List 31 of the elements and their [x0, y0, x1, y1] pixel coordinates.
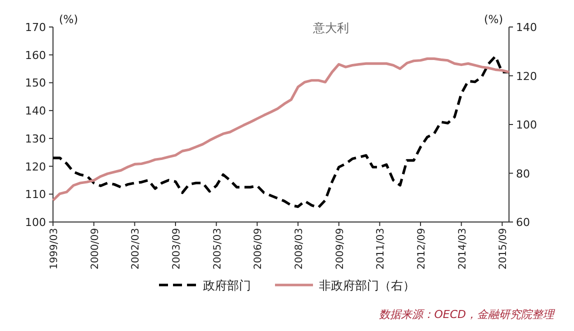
y-tick-label: 120 — [25, 160, 46, 174]
y-tick-label: 170 — [25, 21, 46, 34]
x-tick-label: 2005/03 — [212, 228, 224, 270]
x-tick-label: 2012/09 — [416, 228, 428, 270]
x-tick-label: 2009/09 — [334, 228, 346, 270]
y-tick-label: 160 — [25, 48, 46, 62]
x-tick-label: 2002/03 — [130, 228, 142, 270]
x-tick-label: 2008/03 — [294, 228, 306, 270]
source-note: 数据来源：OECD，金融研究院整理 — [379, 308, 556, 321]
x-tick-label: 2014/03 — [457, 228, 468, 270]
y-tick-label: 130 — [25, 132, 46, 146]
y2-axis-title: (%) — [484, 13, 503, 26]
y-tick-label: 110 — [25, 188, 46, 202]
y-axis-title: (%) — [59, 13, 78, 26]
y2-tick-label: 60 — [516, 216, 530, 229]
x-tick-label: 2006/09 — [253, 228, 264, 270]
x-tick-label: 2003/09 — [172, 228, 183, 270]
y2-tick-label: 80 — [516, 167, 530, 180]
x-tick-label: 1999/03 — [49, 228, 60, 270]
legend-label: 政府部门 — [203, 278, 251, 292]
legend-label: 非政府部门（右） — [319, 278, 415, 292]
y2-tick-label: 140 — [516, 21, 537, 34]
y-tick-label: 150 — [25, 76, 46, 90]
x-tick-label: 2000/09 — [90, 228, 101, 270]
y2-tick-label: 100 — [516, 118, 537, 132]
y2-tick-label: 120 — [516, 70, 537, 83]
chart-title: 意大利 — [312, 21, 349, 35]
x-tick-label: 2015/09 — [498, 228, 510, 270]
y-tick-label: 100 — [25, 216, 46, 229]
y-tick-label: 140 — [25, 104, 46, 118]
x-tick-label: 2011/03 — [376, 228, 387, 270]
